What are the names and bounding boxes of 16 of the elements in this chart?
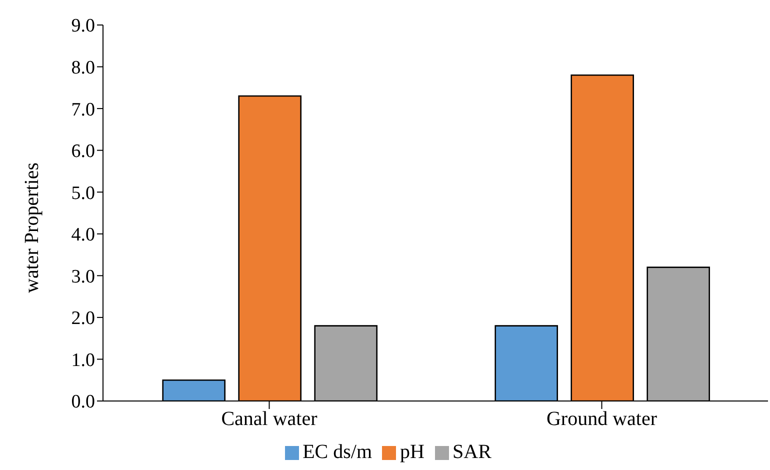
y-tick-label: 1.0 [71, 350, 95, 371]
y-tick-label: 3.0 [71, 266, 95, 288]
legend-label: SAR [452, 441, 492, 463]
legend-label: pH [400, 441, 424, 463]
y-axis-title: water Properties [21, 162, 44, 293]
y-tick-label: 2.0 [71, 308, 95, 330]
y-tick-label: 9.0 [71, 16, 95, 37]
y-tick-label: 5.0 [71, 182, 95, 204]
y-tick-label: 0.0 [71, 392, 95, 413]
x-tick-label: Canal water [221, 408, 318, 430]
y-tick-label: 6.0 [71, 141, 95, 162]
legend-label: EC ds/m [302, 441, 372, 463]
y-tick-label: 7.0 [71, 99, 95, 120]
y-tick-label: 8.0 [71, 58, 95, 79]
x-tick-label: Ground water [546, 408, 658, 430]
y-tick-label: 4.0 [71, 224, 95, 246]
